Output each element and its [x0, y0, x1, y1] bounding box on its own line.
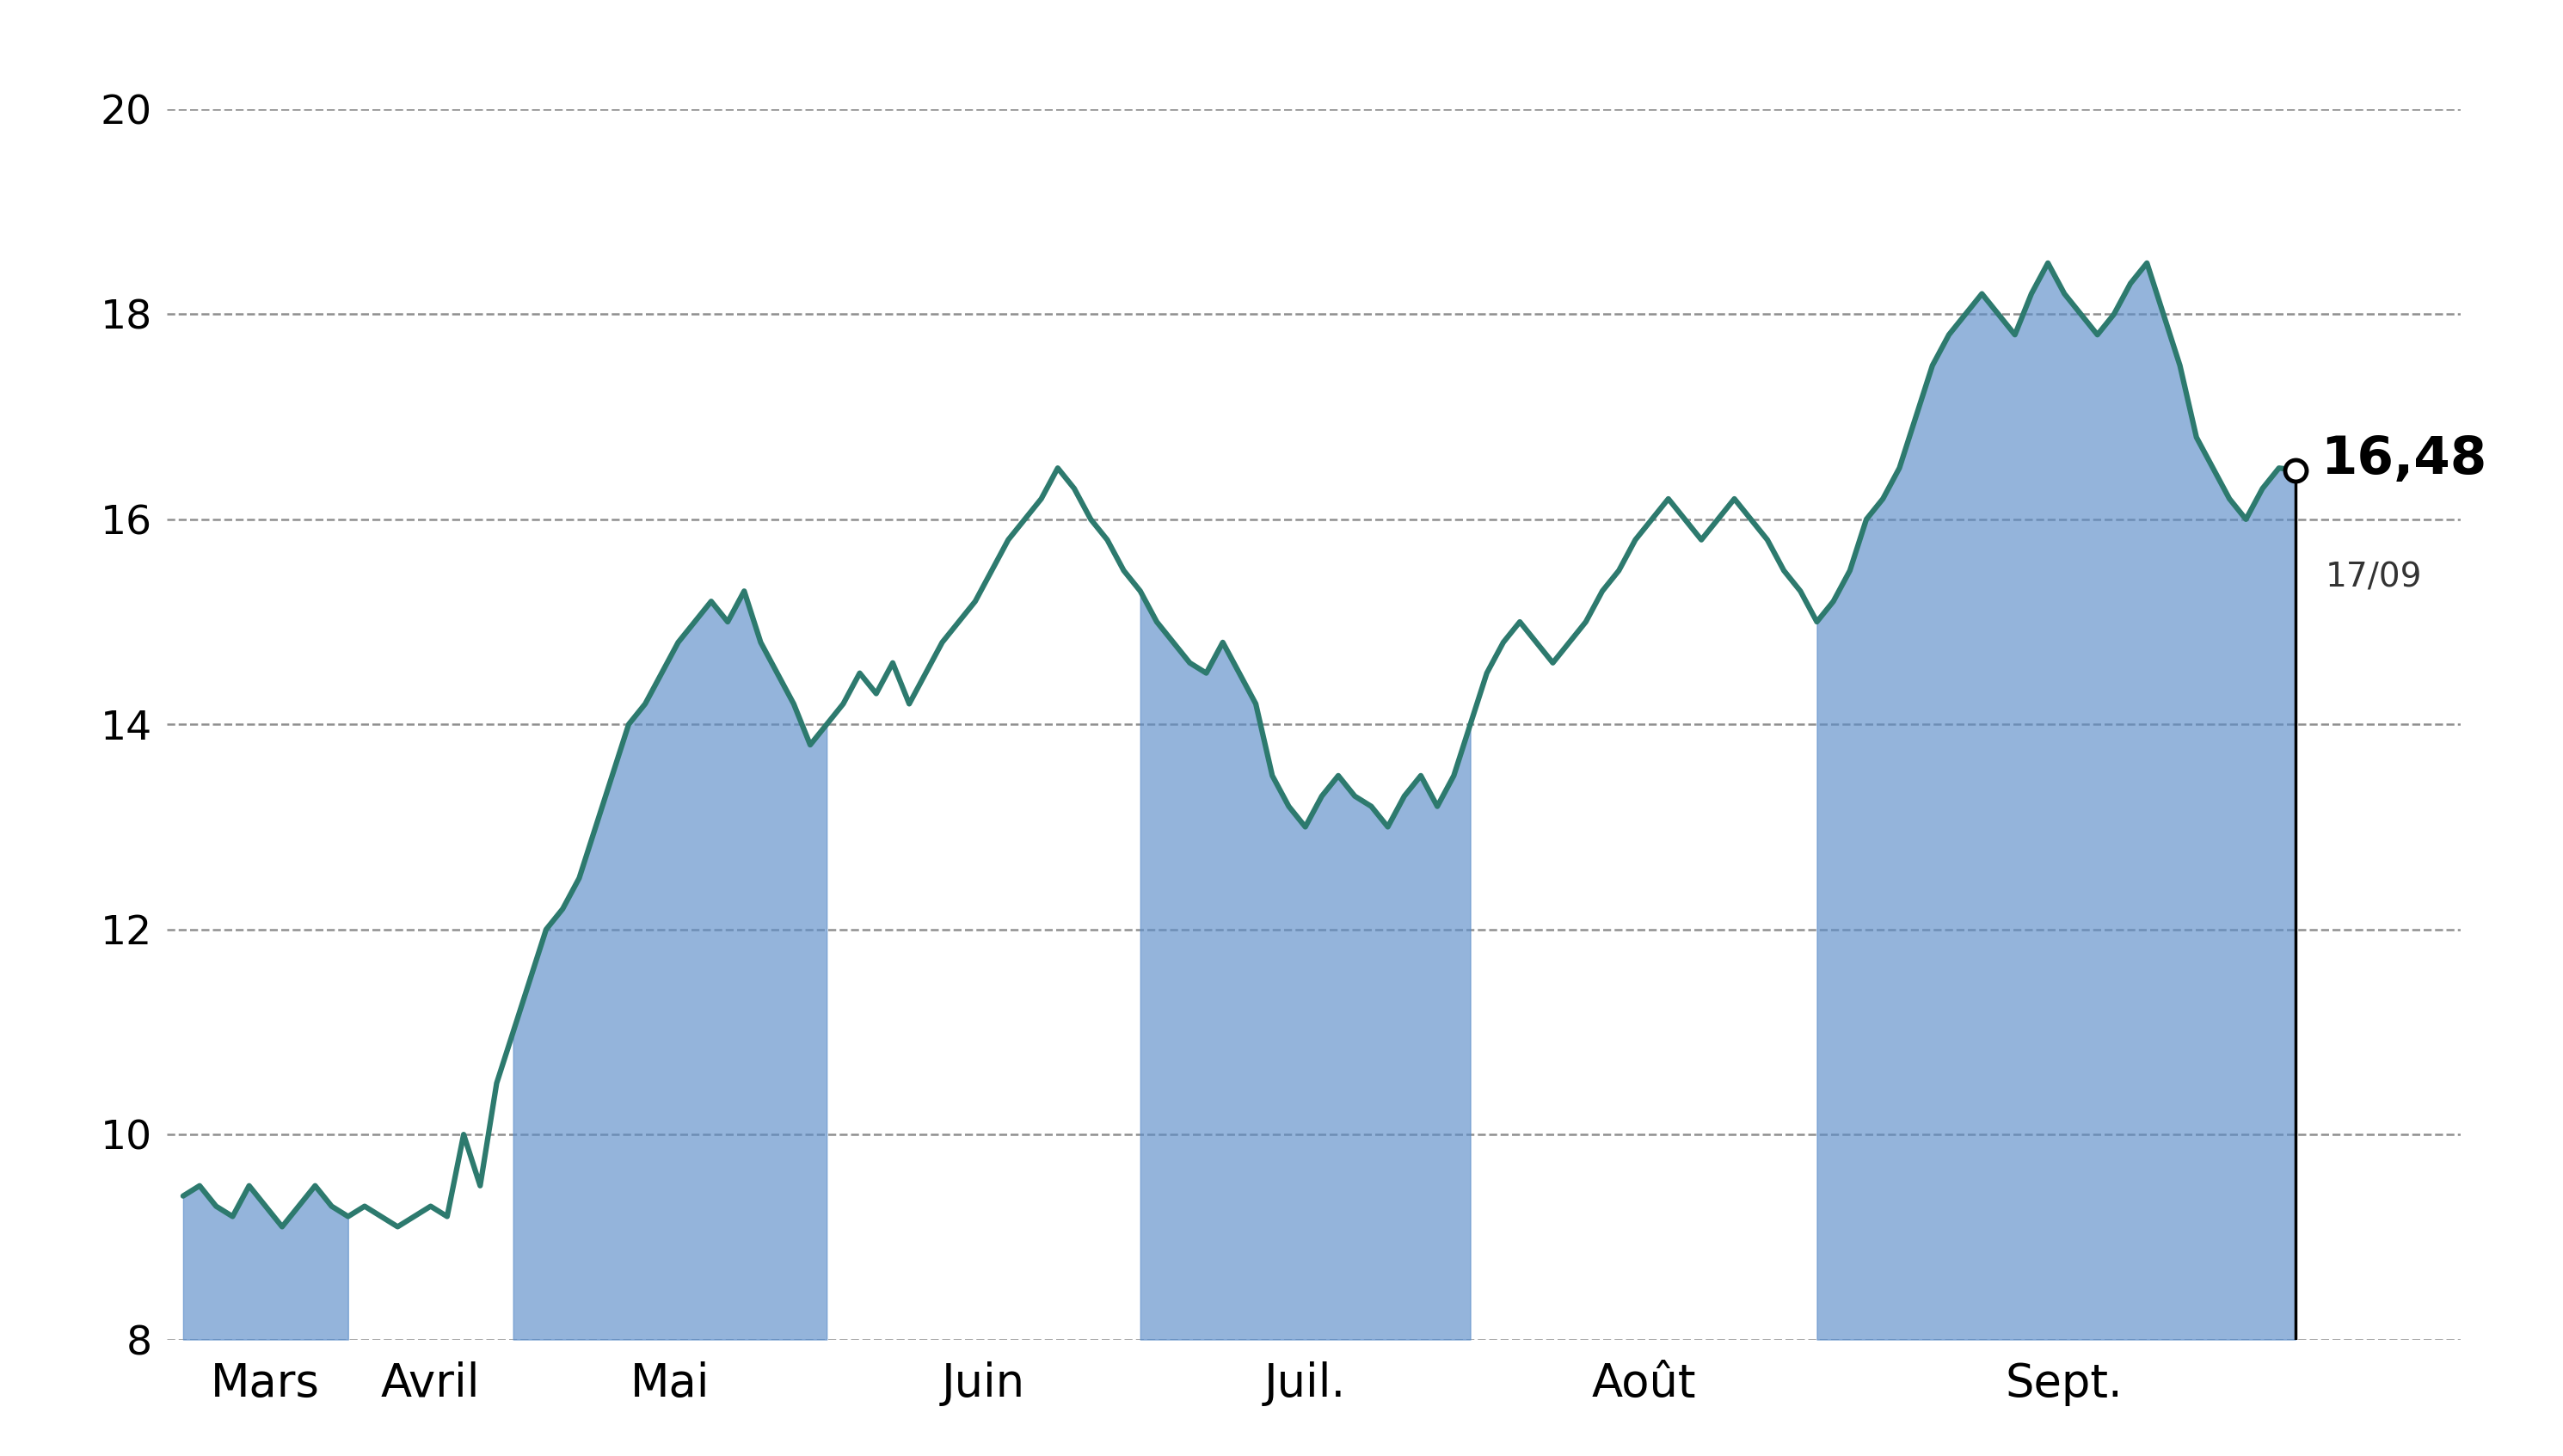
Text: 17/09: 17/09: [2325, 562, 2422, 594]
Text: 16,48: 16,48: [2320, 434, 2486, 485]
Text: MEDINCELL: MEDINCELL: [1007, 22, 1556, 106]
